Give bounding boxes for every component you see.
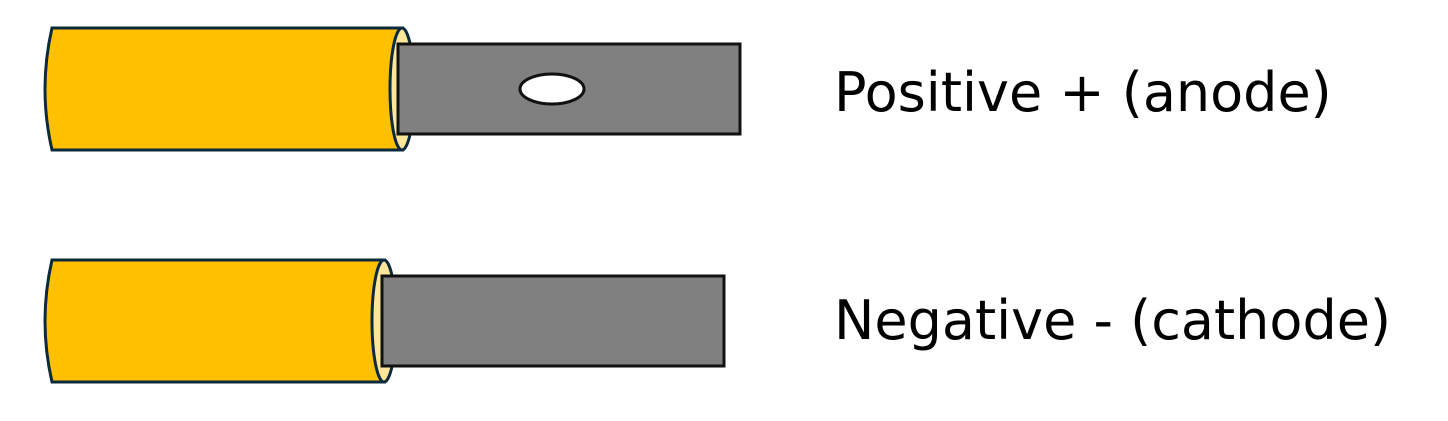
positive-tab-hole xyxy=(518,72,586,106)
positive-label: Positive + (anode) xyxy=(834,61,1332,124)
negative-label: Negative - (cathode) xyxy=(834,289,1392,352)
negative-terminal xyxy=(43,258,726,384)
positive-terminal xyxy=(43,26,742,152)
negative-insulation-sleeve xyxy=(43,258,387,384)
negative-tab xyxy=(380,274,726,368)
positive-insulation-sleeve xyxy=(43,26,405,152)
